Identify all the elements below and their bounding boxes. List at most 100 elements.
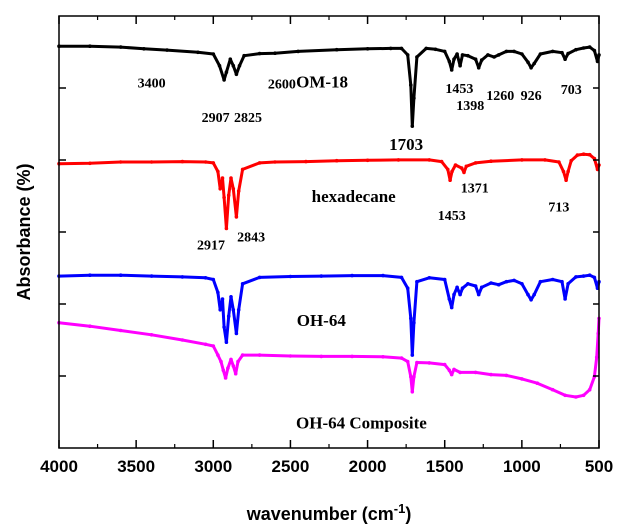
data-point (412, 374, 416, 379)
tick-layer: 4000 3500 3000 2500 2000 1500 1000 500 (40, 16, 613, 476)
data-point (466, 53, 470, 58)
data-point (88, 324, 92, 329)
data-point (560, 50, 564, 55)
data-point (427, 361, 432, 365)
data-point (234, 331, 239, 336)
data-point (118, 160, 123, 164)
data-point (550, 277, 555, 282)
data-point (449, 305, 454, 310)
x-tick-label: 1500 (426, 457, 464, 476)
data-point (211, 344, 216, 348)
data-point (296, 49, 300, 54)
data-point (233, 371, 238, 376)
data-point (220, 297, 225, 301)
x-tick-label: 2000 (349, 457, 387, 476)
peak-label: 2825 (234, 111, 262, 126)
data-point (538, 279, 543, 284)
data-point (240, 167, 245, 172)
data-point (224, 340, 229, 345)
data-point (203, 342, 208, 347)
data-point (396, 158, 401, 162)
data-point (415, 279, 419, 284)
data-point (288, 274, 293, 279)
data-point (142, 47, 146, 51)
data-point (409, 374, 413, 379)
data-point (462, 170, 466, 175)
data-point (561, 169, 566, 174)
data-point (447, 297, 452, 301)
data-point (563, 57, 567, 61)
data-point (594, 355, 599, 360)
data-point (459, 166, 464, 170)
data-point (496, 53, 501, 57)
data-point (415, 360, 419, 365)
data-point (224, 226, 229, 231)
data-point (226, 366, 230, 370)
data-point (88, 273, 92, 278)
data-point (520, 282, 524, 286)
data-point (581, 152, 586, 156)
data-point (231, 308, 236, 312)
data-point (473, 57, 478, 61)
data-point (557, 160, 561, 164)
data-point (466, 282, 470, 286)
data-point (460, 53, 465, 57)
data-point (334, 158, 339, 163)
data-point (442, 277, 447, 282)
data-point (216, 169, 220, 174)
data-point (520, 52, 524, 56)
peak-label: 1260 (486, 89, 514, 104)
data-point (447, 59, 452, 64)
x-axis-title-close: ) (405, 504, 411, 524)
data-point (453, 163, 458, 167)
data-point (415, 55, 419, 59)
data-point (566, 51, 570, 56)
data-point (433, 47, 438, 52)
data-point (381, 273, 385, 278)
data-point (512, 49, 516, 54)
data-point (211, 161, 216, 165)
data-point (473, 284, 478, 288)
data-point (412, 320, 416, 325)
data-point (455, 285, 459, 290)
x-tick-label: 2500 (272, 457, 310, 476)
data-point (520, 158, 524, 162)
data-point (486, 53, 490, 57)
data-point (118, 273, 123, 278)
data-point (236, 308, 241, 312)
data-point (220, 176, 225, 180)
data-point (236, 359, 240, 364)
data-point (496, 282, 501, 287)
data-point (455, 52, 459, 56)
data-point (587, 152, 592, 157)
peak-label: 1371 (461, 181, 489, 196)
data-point (223, 376, 228, 380)
data-point (226, 193, 231, 198)
data-point (592, 48, 597, 53)
data-point (479, 285, 484, 290)
data-point (427, 158, 432, 162)
data-point (587, 273, 592, 278)
peak-label: 2600 (268, 78, 296, 93)
peak-label: 713 (548, 200, 569, 215)
data-point (273, 51, 277, 55)
data-point (405, 286, 410, 291)
data-point (464, 164, 469, 169)
peak-label: 1398 (456, 99, 484, 114)
data-point (381, 355, 385, 359)
y-axis-title: Absorbance (%) (14, 163, 34, 300)
series-label: hexadecane (312, 187, 397, 206)
data-point (217, 63, 222, 68)
data-point (350, 273, 354, 278)
data-point (560, 279, 564, 284)
data-point (216, 353, 220, 357)
data-point (216, 290, 220, 295)
data-point (410, 390, 415, 394)
data-point (410, 353, 415, 357)
data-point (479, 58, 484, 62)
data-point (319, 274, 324, 278)
data-point (180, 338, 185, 342)
data-point (452, 367, 456, 372)
data-point (365, 47, 370, 51)
data-point (222, 78, 226, 82)
